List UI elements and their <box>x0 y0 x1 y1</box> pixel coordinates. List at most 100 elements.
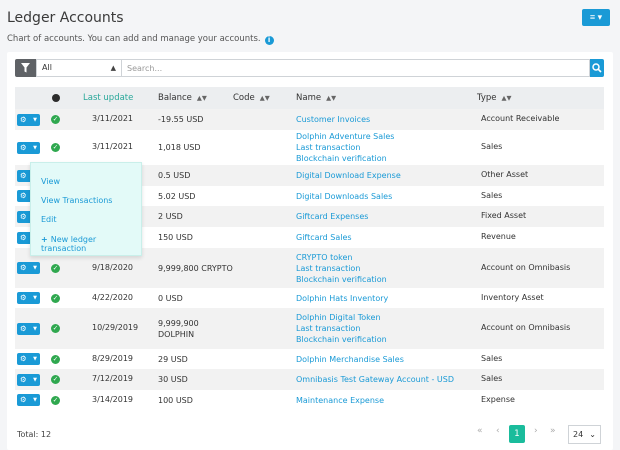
status-check-icon: ✓ <box>51 324 60 333</box>
balance-line: 0.5 USD <box>158 171 191 180</box>
balance-line: 1,018 USD <box>158 143 201 152</box>
caret-down-icon: ▼ <box>33 144 37 151</box>
row-actions-button[interactable]: ⚙▼ <box>17 292 40 304</box>
filter-select[interactable]: All ▲ <box>36 59 122 77</box>
row-actions-button[interactable]: ⚙▼ <box>17 113 40 126</box>
balance-cell: 5.02 USD <box>158 191 195 202</box>
type-cell: Revenue <box>481 232 516 241</box>
balance-cell: 150 USD <box>158 232 193 243</box>
row-actions-button[interactable]: ⚙▼ <box>17 353 40 365</box>
page-size-value: 24 <box>573 430 584 439</box>
gear-icon: ⚙ <box>20 263 27 272</box>
account-name-link[interactable]: Dolphin Digital Token <box>296 313 381 322</box>
last-page-icon[interactable]: » <box>550 426 556 436</box>
balance-line: 30 USD <box>158 375 188 384</box>
account-name-link[interactable]: Customer Invoices <box>296 115 371 124</box>
name-cell: Customer Invoices <box>296 114 370 125</box>
menu-item-new-ledger-transaction[interactable]: + New ledger transaction <box>41 235 141 253</box>
page-title: Ledger Accounts <box>7 10 124 26</box>
column-balance[interactable]: Balance ▲▼ <box>158 87 207 109</box>
last-update-cell: 9/18/2020 <box>92 262 134 272</box>
column-balance-label: Balance <box>158 93 192 103</box>
total-count: Total: 12 <box>17 430 52 439</box>
row-actions-button[interactable]: ⚙▼ <box>17 262 40 274</box>
menu-item-edit[interactable]: Edit <box>41 215 57 224</box>
gear-icon: ⚙ <box>20 170 27 180</box>
caret-down-icon: ▼ <box>33 295 37 301</box>
row-actions-button[interactable]: ⚙▼ <box>17 373 40 386</box>
gear-icon: ⚙ <box>20 354 27 363</box>
account-name-link[interactable]: Dolphin Hats Inventory <box>296 293 389 303</box>
account-name-link[interactable]: Digital Download Expense <box>296 171 401 180</box>
balance-line: -19.55 USD <box>158 115 204 124</box>
status-check-icon: ✓ <box>51 395 60 405</box>
sort-icon: ▲▼ <box>196 94 207 102</box>
row-actions-button[interactable]: ⚙▼ <box>17 322 40 335</box>
sort-icon: ▲▼ <box>326 94 337 102</box>
last-transaction-link[interactable]: Last transaction <box>296 263 361 273</box>
balance-cell: 100 USD <box>158 395 193 406</box>
blockchain-verification-link[interactable]: Blockchain verification <box>296 335 387 344</box>
search-button[interactable] <box>590 59 604 77</box>
table-row: ⚙ ▼ ✓ 3/11/2021 -19.55 USD Customer Invoices A… <box>15 109 604 130</box>
filter-bar: All ▲ <box>15 59 604 77</box>
type-cell: Sales <box>481 374 503 383</box>
first-page-icon[interactable]: « <box>477 426 483 436</box>
account-name-link[interactable]: Giftcard Sales <box>296 233 352 242</box>
status-check-icon: ✓ <box>51 143 60 152</box>
last-update-cell: 3/14/2019 <box>92 394 134 404</box>
row-actions-button[interactable]: ⚙▼ <box>17 394 40 406</box>
gear-icon: ⚙ <box>20 142 27 152</box>
header-menu-button[interactable]: ≡ ▾ <box>582 9 610 26</box>
name-cell: Dolphin Merchandise Sales <box>296 354 404 365</box>
search-input[interactable] <box>122 59 590 77</box>
account-name-link[interactable]: Maintenance Expense <box>296 395 385 405</box>
column-last-update[interactable]: Last update <box>83 87 133 109</box>
gear-icon: ⚙ <box>20 323 27 333</box>
type-cell: Sales <box>481 190 503 200</box>
blockchain-verification-link[interactable]: Blockchain verification <box>296 274 387 284</box>
table-row: ⚙ ▼ ✓ 10/29/2019 9,999,900 DOLPHIN Dolphin Dig… <box>15 308 604 349</box>
gear-icon: ⚙ <box>20 232 27 242</box>
menu-item-view[interactable]: View <box>41 177 60 186</box>
next-page-icon[interactable]: › <box>534 426 538 436</box>
column-code[interactable]: Code ▲▼ <box>233 87 270 109</box>
table-row: ⚙ ▼ ✓ 3/14/2019 100 USD Maintenance Expense Ex… <box>15 390 604 410</box>
filter-icon[interactable] <box>15 59 36 77</box>
account-name-link[interactable]: Giftcard Expenses <box>296 212 369 221</box>
table-header: Last update Balance ▲▼ Code ▲▼ Name ▲▼ Type… <box>15 87 604 109</box>
account-name-link[interactable]: CRYPTO token <box>296 252 353 262</box>
balance-cell: 9,999,800 CRYPTO <box>158 263 233 274</box>
last-transaction-link[interactable]: Last transaction <box>296 143 361 152</box>
caret-down-icon: ▼ <box>33 325 37 332</box>
menu-item-view-transactions[interactable]: View Transactions <box>41 196 113 205</box>
balance-cell: -19.55 USD <box>158 114 203 125</box>
account-name-link[interactable]: Digital Downloads Sales <box>296 191 393 201</box>
caret-down-icon: ▼ <box>33 397 37 403</box>
page-size-select[interactable]: 24 ⌄ <box>568 425 601 444</box>
last-transaction-link[interactable]: Last transaction <box>296 324 361 333</box>
blockchain-verification-link[interactable]: Blockchain verification <box>296 154 387 163</box>
caret-down-icon: ▼ <box>33 116 37 123</box>
name-cell: Digital Downloads Sales <box>296 191 392 202</box>
prev-page-icon[interactable]: ‹ <box>496 426 500 436</box>
type-cell: Account on Omnibasis <box>481 323 571 332</box>
table-footer: Total: 12 « ‹ 1 › » 24 ⌄ <box>7 422 613 450</box>
status-check-icon: ✓ <box>51 115 60 124</box>
page-1-button[interactable]: 1 <box>509 425 525 443</box>
row-actions-button[interactable]: ⚙▼ <box>17 141 40 154</box>
balance-cell: 29 USD <box>158 354 188 365</box>
table-row: ⚙ ▼ ✓ 8/29/2019 29 USD Dolphin Merchandise Sa… <box>15 349 604 369</box>
account-name-link[interactable]: Dolphin Merchandise Sales <box>296 354 404 364</box>
row-actions-dropdown: View View Transactions Edit + New ledger … <box>30 162 142 256</box>
info-icon[interactable]: i <box>264 36 274 45</box>
column-type[interactable]: Type ▲▼ <box>477 87 512 109</box>
last-update-cell: 4/22/2020 <box>92 292 134 302</box>
account-name-link[interactable]: Dolphin Adventure Sales <box>296 132 395 141</box>
status-check-icon: ✓ <box>51 263 60 273</box>
column-name[interactable]: Name ▲▼ <box>296 87 336 109</box>
account-name-link[interactable]: Omnibasis Test Gateway Account - USD <box>296 375 455 384</box>
balance-line: 29 USD <box>158 354 188 364</box>
filter-select-value: All <box>42 63 52 72</box>
last-update-cell: 10/29/2019 <box>92 323 139 332</box>
